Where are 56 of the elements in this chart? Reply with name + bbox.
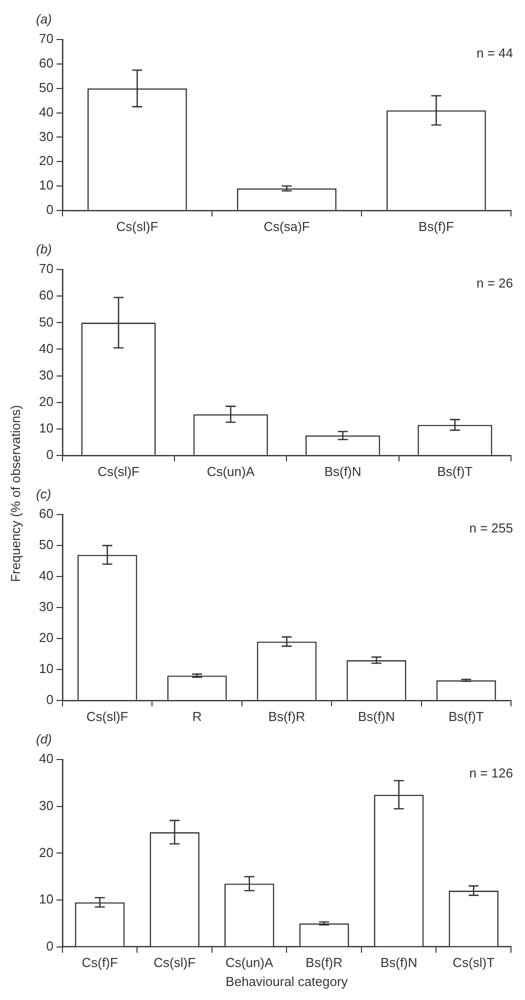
x-tick-label: Cs(un)A [226,955,274,970]
y-tick-label: 50 [38,80,54,95]
annotation: n = 26 [476,276,513,291]
x-tick-label: Cs(sl)T [452,955,495,970]
annotation: n = 44 [476,46,513,61]
y-tick-label: 20 [38,394,54,409]
y-tick-label: 30 [38,367,54,382]
x-tick-label: Cs(sl)F [86,708,128,724]
chart-title: (b) [36,241,52,256]
x-tick-label: Bs(f)R [268,708,306,724]
x-tick-label: R [192,708,202,724]
y-tick-label: 10 [38,661,54,676]
x-tick-label: Bs(f)T [448,708,484,724]
x-tick-label: Bs(f)N [324,464,362,479]
y-tick-label: 70 [38,261,54,276]
y-tick-label: 10 [38,892,54,907]
y-tick-label: 0 [46,938,54,954]
x-tick-label: Bs(f)T [437,464,473,479]
y-tick-label: 10 [38,420,54,436]
y-tick-label: 60 [38,506,54,522]
annotation: n = 255 [469,520,513,536]
y-tick-label: 30 [38,798,54,813]
x-tick-label: Cs(un)A [206,464,255,479]
y-tick-label: 10 [38,178,54,193]
y-tick-label: 60 [38,56,54,71]
y-tick-label: 0 [46,692,54,707]
y-tick-label: 50 [38,537,54,552]
y-tick-label: 50 [38,314,54,330]
x-tick-label: Bs(f)N [380,955,418,970]
chart-title: (d) [36,731,52,746]
y-tick-label: 40 [38,751,54,766]
x-tick-label: Cs(sa)F [264,218,310,234]
annotation: n = 126 [469,766,513,781]
chart-title: (a) [36,11,52,26]
y-tick-label: 40 [38,568,54,584]
y-tick-label: 20 [38,630,54,646]
y-tick-label: 0 [46,202,54,217]
chart-title: (c) [36,486,52,502]
x-tick-label: Cs(f)F [82,955,118,970]
y-tick-label: 30 [38,128,54,144]
x-tick-label: Cs(sl)F [154,955,196,970]
y-tick-label: 60 [38,288,54,303]
y-tick-label: 40 [38,340,54,356]
x-tick-label: Cs(sl)F [116,218,158,234]
y-tick-label: 70 [38,31,54,46]
y-tick-label: 20 [38,153,54,168]
x-tick-label: Bs(f)R [306,955,343,970]
y-tick-label: 20 [38,844,54,860]
y-tick-label: 0 [46,446,54,462]
x-tick-label: Bs(f)N [358,708,395,724]
x-tick-label: Cs(sl)F [98,464,140,479]
x-axis-title: Behavioural category [226,974,348,989]
y-tick-label: 40 [38,104,54,120]
y-tick-label: 30 [38,599,54,614]
y-axis-title: Frequency (% of observations) [8,404,24,582]
x-tick-label: Bs(f)F [418,218,454,234]
